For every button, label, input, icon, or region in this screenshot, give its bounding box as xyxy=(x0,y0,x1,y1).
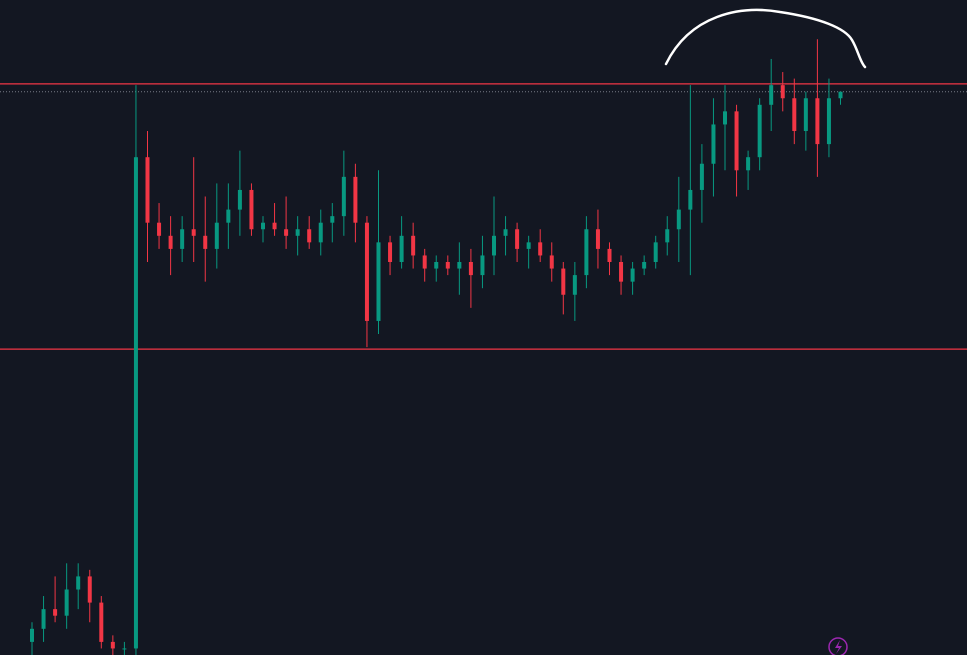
candle-body xyxy=(584,229,589,276)
candle-body xyxy=(757,104,762,158)
candle-body xyxy=(422,255,427,269)
candle-body xyxy=(780,85,785,99)
lightning-icon[interactable] xyxy=(828,637,848,655)
candle-body xyxy=(399,235,404,262)
candle-body xyxy=(122,648,127,650)
candle-body xyxy=(572,275,577,295)
candle-body xyxy=(723,111,727,125)
candle-body xyxy=(284,229,289,236)
candle-body xyxy=(330,216,335,223)
candle-body xyxy=(353,176,358,223)
candle-body xyxy=(619,262,624,282)
candle-body xyxy=(168,235,173,249)
candle-body xyxy=(41,609,46,629)
candle-body xyxy=(653,242,658,262)
candle-body xyxy=(203,235,208,249)
candle-body xyxy=(434,262,439,269)
candle-body xyxy=(261,222,265,230)
candle-body xyxy=(76,576,81,590)
candle-body xyxy=(699,163,704,190)
candle-body xyxy=(445,262,450,269)
candle-body xyxy=(110,641,115,649)
candle-body xyxy=(746,157,751,171)
candle-body xyxy=(341,176,346,217)
candle-body xyxy=(307,229,312,243)
candle-body xyxy=(133,157,138,649)
candle-body xyxy=(595,229,600,249)
candle-body xyxy=(376,242,381,321)
candle-body xyxy=(457,262,462,269)
candle-body xyxy=(665,229,670,243)
candle-body xyxy=(145,157,150,223)
candle-body xyxy=(515,229,520,249)
candle-body xyxy=(87,576,92,603)
candle-body xyxy=(492,235,496,256)
candle-body xyxy=(607,248,612,262)
candle-body xyxy=(549,255,554,269)
candle-body xyxy=(226,209,231,223)
candle-body xyxy=(249,189,254,230)
candle-body xyxy=(538,242,543,256)
candle-body xyxy=(838,91,843,99)
candle-body xyxy=(295,229,300,236)
candle-body xyxy=(388,242,393,262)
candle-body xyxy=(769,85,774,105)
candle-body xyxy=(792,98,797,131)
candle-body xyxy=(180,229,185,249)
candle-body xyxy=(214,222,219,249)
candle-body xyxy=(561,268,566,295)
candle-body xyxy=(676,209,681,230)
candle-body xyxy=(53,609,58,616)
candle-body xyxy=(468,262,473,276)
candle-body xyxy=(688,189,693,210)
candle-body xyxy=(642,262,647,269)
arc-drawing xyxy=(664,8,867,69)
candle-body xyxy=(526,242,531,249)
candle-body xyxy=(826,98,831,145)
candle-body xyxy=(411,235,416,256)
candle-body xyxy=(191,229,196,236)
candle-body xyxy=(815,98,820,145)
candle-body xyxy=(30,628,34,642)
candle-body xyxy=(630,268,635,282)
plot-area xyxy=(0,39,967,655)
candle-body xyxy=(272,222,277,230)
candle-body xyxy=(711,124,716,164)
candle-body xyxy=(64,589,69,616)
candle-body xyxy=(503,229,508,236)
candle-body xyxy=(318,222,323,243)
candle-body xyxy=(364,222,369,321)
candle-body xyxy=(157,222,162,236)
candle-body xyxy=(237,189,242,210)
candle-body xyxy=(99,602,104,642)
candle-body xyxy=(803,98,808,131)
candle-body xyxy=(480,255,485,276)
candle-body xyxy=(734,111,739,171)
